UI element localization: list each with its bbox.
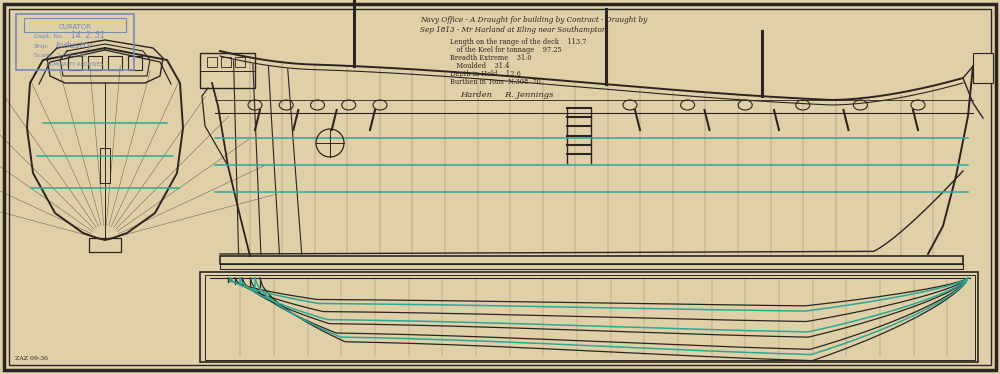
Bar [68,56,82,70]
Text: Navy Office - A Draught for building by Contract - Draught by: Navy Office - A Draught for building by … [420,16,647,24]
Text: Sep 1813 - Mr Harland at Eling near Southampton: Sep 1813 - Mr Harland at Eling near Sout… [420,26,606,34]
Text: Moulded    31.4: Moulded 31.4 [450,62,510,70]
Bar [200,53,255,71]
Bar [973,53,993,83]
Text: ADMIRALTY ARCHIVES: ADMIRALTY ARCHIVES [46,62,104,67]
Bar [205,275,975,360]
Text: Industry: Industry [56,41,93,50]
Text: ZAZ 09-36: ZAZ 09-36 [15,356,48,361]
Bar [100,148,110,183]
Text: Depth in Hold    12.6: Depth in Hold 12.6 [450,70,521,78]
Bar [200,272,978,362]
Bar [220,256,963,264]
Text: Dept. No.: Dept. No. [34,34,64,39]
Bar [200,53,255,88]
Bar [16,14,134,70]
Text: Harden     R. Jennings: Harden R. Jennings [460,91,553,99]
Bar [128,56,142,70]
Text: of the Keel for tonnage    97.25: of the Keel for tonnage 97.25 [450,46,562,54]
Text: Burthen in Tons  N.308  70: Burthen in Tons N.308 70 [450,78,541,86]
Text: Scale:  1 Div. Go.: Scale: 1 Div. Go. [34,53,87,58]
Bar [220,264,963,269]
Text: CURATOR: CURATOR [58,24,92,30]
Bar [24,18,126,32]
Bar [207,57,217,67]
Text: Breadth Extreme    31.0: Breadth Extreme 31.0 [450,54,532,62]
Text: Length on the range of the deck    113.7: Length on the range of the deck 113.7 [450,38,586,46]
Bar [89,238,121,252]
Bar [88,56,102,70]
Bar [235,57,245,67]
Text: Ship:: Ship: [34,44,50,49]
Text: 14. 2. 51: 14. 2. 51 [71,31,105,40]
Bar [108,56,122,70]
Bar [221,57,231,67]
